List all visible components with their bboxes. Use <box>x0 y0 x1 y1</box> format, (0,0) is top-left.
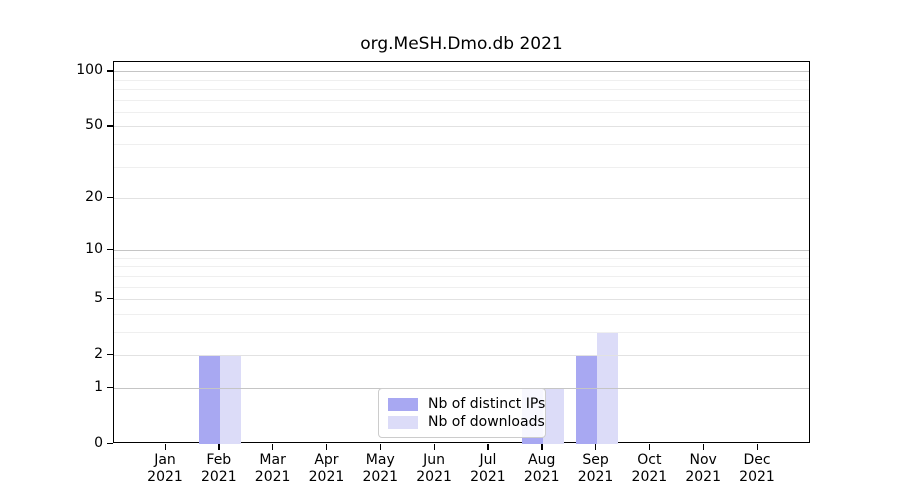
x-label-year: 2021 <box>739 469 775 485</box>
x-label-month: Feb <box>206 452 232 468</box>
gridline-80 <box>114 89 809 91</box>
y-tick-label-5: 5 <box>94 289 103 306</box>
gridline-20 <box>114 197 809 199</box>
y-tick-label-100: 100 <box>76 62 103 79</box>
x-label-month: Sep <box>582 452 609 468</box>
bar-downloads-aug <box>542 388 564 444</box>
gridline-3 <box>114 331 809 333</box>
y-tick-1 <box>107 386 113 388</box>
legend-swatch-distinct-ips <box>388 397 418 411</box>
y-tick-100 <box>107 70 113 72</box>
x-label-year: 2021 <box>470 469 506 485</box>
x-label-year: 2021 <box>577 469 614 485</box>
y-tick-label-2: 2 <box>94 345 103 362</box>
y-tick-label-1: 1 <box>94 378 103 395</box>
gridline-8 <box>114 266 809 268</box>
grid-layer <box>114 62 809 442</box>
x-tick-label-jan: Jan 2021 <box>130 452 200 486</box>
gridline-90 <box>114 79 809 81</box>
legend: Nb of distinct IPs Nb of downloads <box>378 388 546 438</box>
gridline-60 <box>114 111 809 113</box>
x-label-month: Jan <box>154 452 176 468</box>
gridline-30 <box>114 166 809 168</box>
x-label-month: Mar <box>259 452 286 468</box>
x-tick-jul <box>487 444 489 450</box>
bar-ips-feb <box>198 355 220 444</box>
x-label-year: 2021 <box>308 469 345 485</box>
x-tick-mar <box>272 444 274 450</box>
x-label-year: 2021 <box>685 469 721 485</box>
x-tick-label-dec: Dec 2021 <box>722 452 792 486</box>
x-label-year: 2021 <box>523 469 560 485</box>
gridline-9 <box>114 257 809 259</box>
y-tick-label-0: 0 <box>94 434 103 451</box>
x-tick-label-jul: Jul 2021 <box>453 452 523 486</box>
x-tick-feb <box>218 444 220 450</box>
legend-swatch-downloads <box>388 415 418 429</box>
x-tick-label-apr: Apr 2021 <box>291 452 361 486</box>
bar-ips-sep <box>575 355 597 444</box>
y-tick-20 <box>107 196 113 199</box>
x-tick-label-mar: Mar 2021 <box>238 452 308 486</box>
x-label-month: Dec <box>743 452 771 468</box>
legend-label-distinct-ips: Nb of distinct IPs <box>428 396 546 412</box>
x-tick-label-feb: Feb 2021 <box>184 452 254 486</box>
gridline-2 <box>114 354 809 356</box>
x-label-year: 2021 <box>254 469 291 485</box>
x-label-year: 2021 <box>200 469 237 485</box>
gridline-70 <box>114 99 809 101</box>
x-label-month: Oct <box>637 452 662 468</box>
y-tick-10 <box>107 249 113 251</box>
y-tick-label-10: 10 <box>85 241 103 258</box>
x-tick-jun <box>433 444 435 450</box>
x-label-month: Jun <box>423 452 446 468</box>
y-tick-50 <box>107 125 113 127</box>
x-label-month: Apr <box>314 452 339 468</box>
x-label-year: 2021 <box>147 469 183 485</box>
x-tick-label-may: May 2021 <box>345 452 415 486</box>
x-tick-apr <box>325 444 328 450</box>
x-tick-label-aug: Aug 2021 <box>507 452 577 486</box>
gridline-6 <box>114 286 809 288</box>
y-tick-2 <box>107 353 113 356</box>
x-label-year: 2021 <box>631 469 668 485</box>
x-tick-nov <box>702 444 704 450</box>
bar-downloads-feb <box>219 355 241 444</box>
y-tick-5 <box>107 297 113 300</box>
y-tick-label-50: 50 <box>85 117 103 134</box>
x-label-month: Jul <box>479 452 497 468</box>
x-tick-label-sep: Sep 2021 <box>561 452 631 486</box>
x-tick-dec <box>756 444 758 450</box>
x-tick-sep <box>595 444 597 450</box>
x-tick-oct <box>648 444 651 450</box>
x-tick-label-nov: Nov 2021 <box>668 452 738 486</box>
x-label-year: 2021 <box>362 469 399 485</box>
x-tick-may <box>379 444 382 450</box>
legend-label-downloads: Nb of downloads <box>428 414 545 430</box>
chart-title: org.MeSH.Dmo.db 2021 <box>360 34 563 54</box>
x-label-month: Aug <box>528 452 556 468</box>
gridline-40 <box>114 143 809 145</box>
plot-area: Nb of distinct IPs Nb of downloads <box>113 61 810 444</box>
y-tick-label-20: 20 <box>85 188 103 205</box>
x-tick-label-oct: Oct 2021 <box>614 452 684 486</box>
gridline-5 <box>114 298 809 300</box>
x-label-year: 2021 <box>416 469 452 485</box>
gridline-10 <box>114 250 809 252</box>
x-tick-aug <box>541 444 543 450</box>
x-label-month: Nov <box>689 452 717 468</box>
y-tick-0 <box>107 442 113 444</box>
x-tick-jan <box>164 444 166 450</box>
gridline-7 <box>114 275 809 277</box>
x-label-month: May <box>365 452 395 468</box>
gridline-100 <box>114 71 809 73</box>
legend-entry-distinct-ips: Nb of distinct IPs <box>388 395 545 413</box>
legend-entry-downloads: Nb of downloads <box>388 413 545 431</box>
gridline-50 <box>114 126 809 128</box>
x-tick-label-jun: Jun 2021 <box>399 452 469 486</box>
gridline-4 <box>114 313 809 315</box>
